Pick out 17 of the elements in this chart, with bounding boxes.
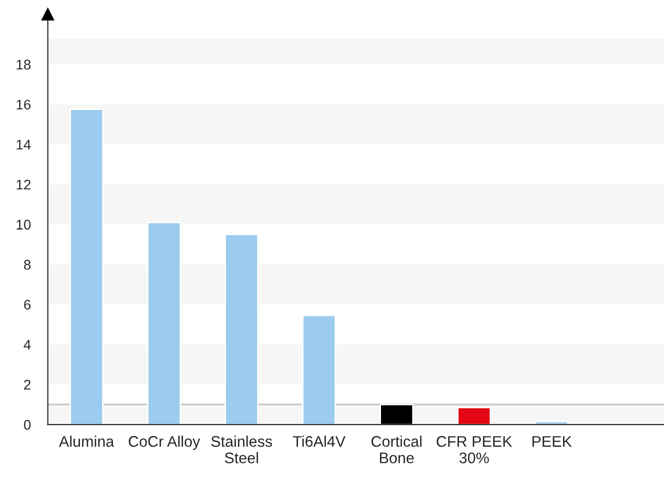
x-tick-label: Ti6Al4V — [292, 436, 346, 447]
y-tick-label: 12 — [16, 180, 30, 190]
x-tick-label: Cortical Bone — [371, 436, 422, 464]
x-tick-label: PEEK — [532, 436, 572, 447]
y-tick-label: 0 — [24, 420, 31, 430]
x-tick-label: Alumina — [58, 436, 114, 447]
y-tick-label: 14 — [16, 140, 31, 150]
x-tick-label: Stainless Steel — [211, 436, 272, 464]
y-tick-label: 16 — [16, 100, 31, 110]
y-tick-label: 6 — [24, 300, 31, 310]
x-tick-label: CFR PEEK 30% — [436, 436, 512, 464]
y-tick-label: 10 — [16, 220, 31, 230]
y-tick-label: 18 — [16, 60, 31, 70]
y-tick-label: 4 — [24, 340, 31, 350]
y-tick-label: 2 — [24, 380, 30, 390]
x-tick-label: CoCr Alloy — [128, 436, 200, 450]
y-tick-label: 8 — [24, 260, 31, 270]
